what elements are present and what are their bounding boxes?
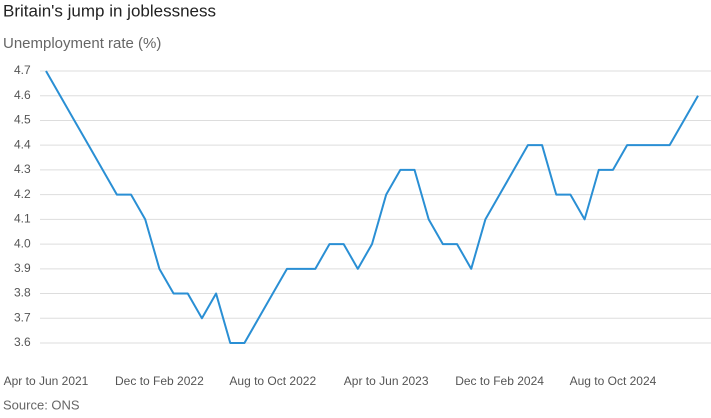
y-tick-label: 3.7 xyxy=(14,310,31,324)
y-tick-label: 3.6 xyxy=(14,335,31,349)
x-tick-label: Apr to Jun 2021 xyxy=(4,374,89,388)
y-tick-label: 4.3 xyxy=(14,162,31,176)
chart-title: Britain's jump in joblessness xyxy=(3,1,216,20)
y-tick-label: 3.9 xyxy=(14,261,31,275)
line xyxy=(45,70,699,344)
chart-subtitle: Unemployment rate (%) xyxy=(3,35,161,52)
source: Source: ONS xyxy=(3,397,80,412)
x-tick-label: Aug to Oct 2022 xyxy=(229,374,316,388)
x-tick-label: Aug to Oct 2024 xyxy=(570,374,657,388)
y-tick-label: 4.0 xyxy=(14,236,31,250)
x-tick-label: Dec to Feb 2022 xyxy=(115,374,204,388)
y-tick-label: 4.6 xyxy=(14,88,31,102)
y-tick-label: 4.7 xyxy=(14,63,31,77)
y-tick-label: 4.1 xyxy=(14,212,31,226)
y-tick-label: 4.2 xyxy=(14,187,31,201)
x-tick-label: Apr to Jun 2023 xyxy=(344,374,429,388)
y-tick-label: 4.4 xyxy=(14,137,31,151)
y-tick-label: 3.8 xyxy=(14,286,31,300)
y-tick-label: 4.5 xyxy=(14,113,31,127)
x-tick-label: Dec to Feb 2024 xyxy=(455,374,544,388)
